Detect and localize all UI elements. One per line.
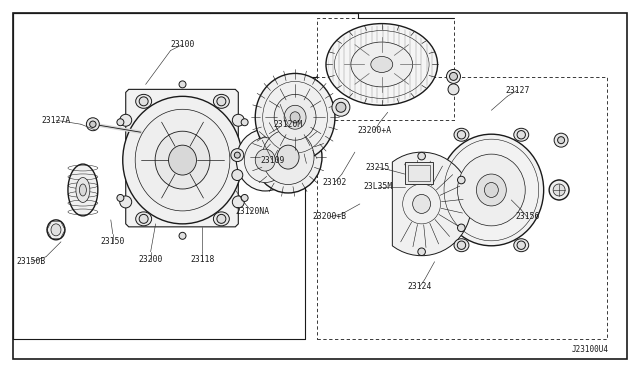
Ellipse shape xyxy=(47,220,65,240)
Text: J23100U4: J23100U4 xyxy=(572,345,609,354)
Text: 23127: 23127 xyxy=(505,86,529,95)
Circle shape xyxy=(549,180,569,200)
Circle shape xyxy=(139,214,148,223)
Circle shape xyxy=(117,195,124,202)
Ellipse shape xyxy=(244,138,286,183)
Circle shape xyxy=(332,98,350,116)
Circle shape xyxy=(90,121,96,128)
Ellipse shape xyxy=(351,42,413,87)
Ellipse shape xyxy=(236,129,294,191)
Circle shape xyxy=(557,137,564,144)
Circle shape xyxy=(449,73,458,80)
Circle shape xyxy=(117,119,124,126)
Circle shape xyxy=(232,114,244,126)
Circle shape xyxy=(448,84,459,95)
Circle shape xyxy=(458,224,465,232)
Text: 23120NA: 23120NA xyxy=(235,208,269,217)
Ellipse shape xyxy=(476,174,506,206)
Ellipse shape xyxy=(458,154,525,226)
Ellipse shape xyxy=(213,94,229,108)
Text: 23118: 23118 xyxy=(190,255,214,264)
Text: 23109: 23109 xyxy=(260,155,284,164)
Circle shape xyxy=(458,131,466,139)
Ellipse shape xyxy=(136,212,152,226)
Circle shape xyxy=(553,184,565,196)
Text: 23200+A: 23200+A xyxy=(358,126,392,135)
Ellipse shape xyxy=(136,94,152,108)
Ellipse shape xyxy=(274,94,316,140)
Circle shape xyxy=(179,81,186,88)
Text: 23124: 23124 xyxy=(408,282,432,291)
Circle shape xyxy=(234,152,240,158)
Circle shape xyxy=(447,70,460,83)
Ellipse shape xyxy=(79,184,86,196)
Circle shape xyxy=(241,119,248,126)
Ellipse shape xyxy=(290,112,300,123)
Ellipse shape xyxy=(277,145,299,169)
Ellipse shape xyxy=(454,128,469,141)
Circle shape xyxy=(217,97,226,106)
Ellipse shape xyxy=(76,177,90,202)
Circle shape xyxy=(179,232,186,239)
Circle shape xyxy=(120,114,132,126)
Circle shape xyxy=(458,241,466,249)
Text: 23L35M: 23L35M xyxy=(363,183,392,192)
Text: 23150B: 23150B xyxy=(17,257,45,266)
Circle shape xyxy=(517,131,525,139)
Ellipse shape xyxy=(514,128,529,141)
Bar xyxy=(404,162,433,184)
Ellipse shape xyxy=(255,149,275,171)
Polygon shape xyxy=(125,89,238,227)
Ellipse shape xyxy=(213,212,229,226)
Ellipse shape xyxy=(262,130,314,185)
Ellipse shape xyxy=(284,105,306,129)
Ellipse shape xyxy=(413,195,431,214)
Text: 23100: 23100 xyxy=(170,40,195,49)
Ellipse shape xyxy=(255,73,335,161)
Circle shape xyxy=(231,149,244,161)
Ellipse shape xyxy=(135,109,230,211)
Ellipse shape xyxy=(454,239,469,252)
Circle shape xyxy=(517,241,525,249)
Circle shape xyxy=(232,196,244,208)
Text: 23200: 23200 xyxy=(138,255,163,264)
Circle shape xyxy=(336,102,346,112)
Circle shape xyxy=(418,248,426,256)
Ellipse shape xyxy=(68,164,98,216)
Text: 23200+B: 23200+B xyxy=(313,212,347,221)
Ellipse shape xyxy=(326,23,438,105)
Ellipse shape xyxy=(168,145,196,175)
Ellipse shape xyxy=(439,134,543,246)
Ellipse shape xyxy=(51,224,61,236)
Circle shape xyxy=(554,133,568,147)
Text: 23156: 23156 xyxy=(515,212,540,221)
Ellipse shape xyxy=(550,180,568,200)
Circle shape xyxy=(232,170,243,180)
Ellipse shape xyxy=(254,121,322,193)
Circle shape xyxy=(139,97,148,106)
Circle shape xyxy=(418,152,426,160)
Ellipse shape xyxy=(484,183,499,198)
Text: 23215: 23215 xyxy=(365,163,390,171)
Bar xyxy=(408,165,429,181)
Ellipse shape xyxy=(155,131,210,189)
Circle shape xyxy=(86,118,99,131)
Text: 23102: 23102 xyxy=(323,177,347,186)
Text: 23120M: 23120M xyxy=(273,120,303,129)
Ellipse shape xyxy=(123,96,243,224)
Circle shape xyxy=(241,195,248,202)
Text: 23150: 23150 xyxy=(100,237,125,246)
Polygon shape xyxy=(392,152,471,256)
Circle shape xyxy=(120,196,132,208)
Ellipse shape xyxy=(371,57,393,73)
Text: 23127A: 23127A xyxy=(42,116,70,125)
Circle shape xyxy=(458,176,465,184)
Ellipse shape xyxy=(514,239,529,252)
Circle shape xyxy=(217,214,226,223)
